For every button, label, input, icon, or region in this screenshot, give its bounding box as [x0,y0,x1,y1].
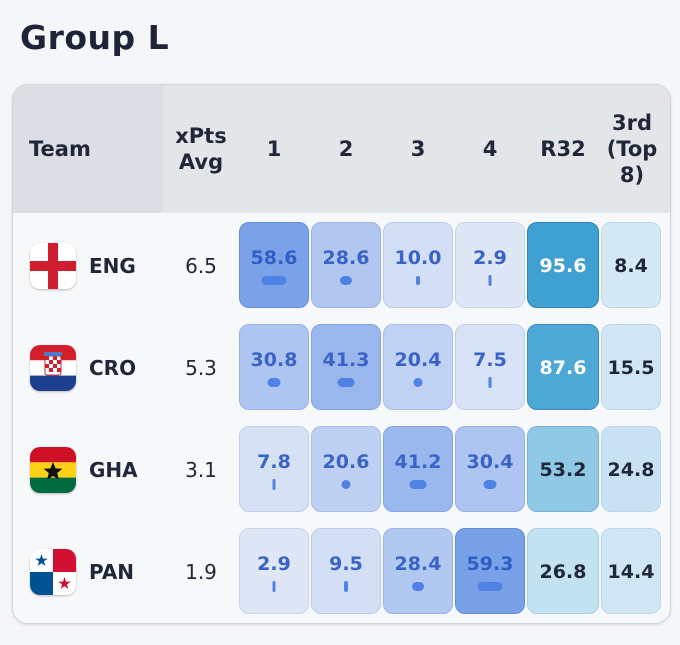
third-top8-value: 24.8 [607,459,655,481]
probability-bar [337,378,355,387]
page-title: Group L [20,18,170,57]
position-probability-value: 30.8 [250,349,298,371]
header-pos-2: 2 [338,137,354,161]
position-probability-value: 7.5 [473,349,507,371]
team-code: ENG [89,254,136,278]
england-flag [30,243,76,289]
header-team: Team [29,137,91,161]
probability-bar [488,377,492,388]
third-top8-value: 14.4 [607,561,655,583]
probability-bar [409,480,427,489]
xpts-avg-value: 6.5 [185,254,217,278]
r32-cell: 87.6 [527,324,599,410]
croatia-flag [30,345,76,391]
probability-bar [261,276,287,285]
third-top8-value: 15.5 [607,357,655,379]
probability-bar [477,582,503,591]
xpts-avg-value: 5.3 [185,356,217,380]
position-3-cell: 41.2 [383,426,453,512]
probability-bar [341,480,351,489]
probability-bar [413,378,423,387]
table-row: PAN 1.9 2.9 9.5 28.4 59.3 26.8 14.4 [13,521,670,623]
position-1-cell: 2.9 [239,528,309,614]
xpts-avg-value: 3.1 [185,458,217,482]
position-probability-value: 30.4 [466,451,514,473]
table-row: GHA 3.1 7.8 20.6 41.2 30.4 53.2 24.8 [13,419,670,521]
r32-value: 87.6 [539,357,587,379]
header-pos-4: 4 [482,137,498,161]
position-probability-value: 41.2 [394,451,442,473]
position-probability-value: 10.0 [394,247,442,269]
probability-bar [272,479,276,490]
position-4-cell: 7.5 [455,324,525,410]
standings-table: Team xPts Avg 1 2 3 4 R32 3rd (Top 8) ENG 6.… [12,84,671,624]
r32-value: 53.2 [539,459,587,481]
probability-bar [344,581,348,592]
position-4-cell: 2.9 [455,222,525,308]
table-row: ENG 6.5 58.6 28.6 10.0 2.9 95.6 8.4 [13,215,670,317]
panama-flag [30,549,76,595]
third-top8-cell: 14.4 [601,528,661,614]
r32-cell: 95.6 [527,222,599,308]
r32-value: 95.6 [539,255,587,277]
ghana-flag [30,447,76,493]
position-probability-value: 28.6 [322,247,370,269]
r32-cell: 26.8 [527,528,599,614]
position-2-cell: 41.3 [311,324,381,410]
third-top8-value: 8.4 [614,255,648,277]
probability-bar [483,480,497,489]
position-probability-value: 28.4 [394,553,442,575]
probability-bar [267,378,281,387]
position-probability-value: 20.6 [322,451,370,473]
position-4-cell: 59.3 [455,528,525,614]
header-third-top8: 3rd (Top 8) [606,111,658,187]
position-probability-value: 7.8 [257,451,291,473]
third-top8-cell: 8.4 [601,222,661,308]
position-probability-value: 20.4 [394,349,442,371]
position-probability-value: 2.9 [473,247,507,269]
position-3-cell: 28.4 [383,528,453,614]
r32-cell: 53.2 [527,426,599,512]
probability-bar [340,276,352,285]
header-xpts-avg: xPts Avg [175,124,227,174]
third-top8-cell: 15.5 [601,324,661,410]
table-header: Team xPts Avg 1 2 3 4 R32 3rd (Top 8) [13,85,670,213]
third-top8-cell: 24.8 [601,426,661,512]
probability-bar [488,275,492,286]
position-3-cell: 10.0 [383,222,453,308]
position-probability-value: 9.5 [329,553,363,575]
team-code: CRO [89,356,137,380]
xpts-avg-value: 1.9 [185,560,217,584]
position-probability-value: 2.9 [257,553,291,575]
r32-value: 26.8 [539,561,587,583]
position-4-cell: 30.4 [455,426,525,512]
header-r32: R32 [540,137,586,161]
probability-bar [412,582,424,591]
position-probability-value: 41.3 [322,349,370,371]
probability-bar [272,581,276,592]
position-2-cell: 20.6 [311,426,381,512]
probability-bar [416,276,420,285]
position-2-cell: 28.6 [311,222,381,308]
position-1-cell: 7.8 [239,426,309,512]
position-2-cell: 9.5 [311,528,381,614]
header-pos-3: 3 [410,137,426,161]
table-row: CRO 5.3 30.8 41.3 20.4 7.5 87.6 15.5 [13,317,670,419]
position-probability-value: 59.3 [466,553,514,575]
team-code: GHA [89,458,138,482]
team-code: PAN [89,560,135,584]
position-3-cell: 20.4 [383,324,453,410]
position-1-cell: 30.8 [239,324,309,410]
position-1-cell: 58.6 [239,222,309,308]
header-pos-1: 1 [266,137,282,161]
position-probability-value: 58.6 [250,247,298,269]
